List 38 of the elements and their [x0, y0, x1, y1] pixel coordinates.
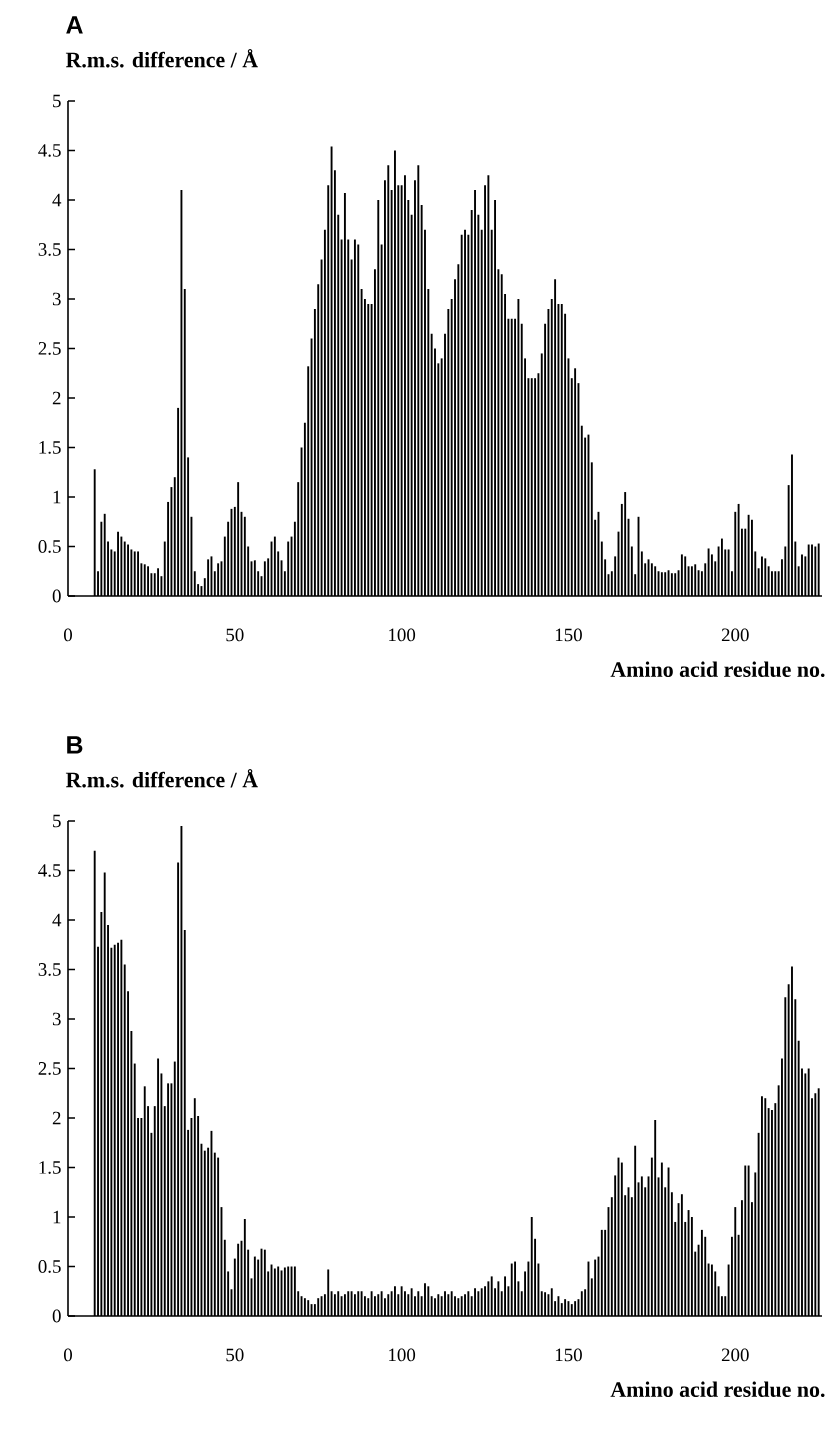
y-tick-label: 0.5 [38, 1260, 61, 1273]
y-axis-title: R.m.s. difference / Å [65, 49, 258, 68]
x-tick-label: 0 [63, 628, 72, 642]
y-tick-label: 2.5 [38, 342, 61, 355]
x-axis-title: Amino acid residue no. [610, 661, 825, 678]
x-axis-title: Amino acid residue no. [610, 1381, 825, 1398]
x-tick-label: 200 [721, 1348, 749, 1362]
y-tick-label: 1 [53, 490, 61, 504]
y-tick-label: 3.5 [38, 963, 61, 976]
y-tick-label: 3.5 [38, 243, 61, 256]
y-tick-label: 4 [52, 913, 62, 927]
x-tick-label: 100 [389, 628, 416, 642]
y-tick-label: 2.5 [38, 1062, 61, 1075]
y-tick-label: 1 [53, 1210, 61, 1224]
y-tick-label: 1.5 [39, 441, 61, 454]
y-tick-label: 0 [52, 1309, 61, 1323]
x-tick-label: 150 [555, 628, 582, 642]
y-tick-label: 4.5 [38, 864, 61, 877]
x-tick-label: 100 [389, 1348, 416, 1362]
x-tick-label: 50 [226, 628, 244, 642]
y-tick-label: 0 [52, 589, 61, 603]
y-tick-label: 4 [52, 193, 62, 207]
y-tick-label: 5 [53, 94, 61, 108]
chart-title: B [67, 736, 83, 754]
y-tick-label: 3 [52, 1012, 61, 1026]
chart-title: A [66, 16, 83, 34]
x-tick-label: 50 [226, 1348, 244, 1362]
x-tick-label: 200 [721, 628, 749, 642]
y-axis-title: R.m.s. difference / Å [65, 769, 258, 788]
y-tick-label: 1.5 [39, 1161, 61, 1174]
x-tick-label: 150 [555, 1348, 582, 1362]
y-tick-label: 5 [53, 814, 61, 828]
y-tick-label: 0.5 [38, 540, 61, 553]
y-tick-label: 2 [52, 1111, 61, 1125]
x-tick-label: 0 [63, 1348, 72, 1362]
y-tick-label: 4.5 [38, 144, 61, 157]
y-tick-label: 3 [52, 292, 61, 306]
y-tick-label: 2 [52, 391, 61, 405]
